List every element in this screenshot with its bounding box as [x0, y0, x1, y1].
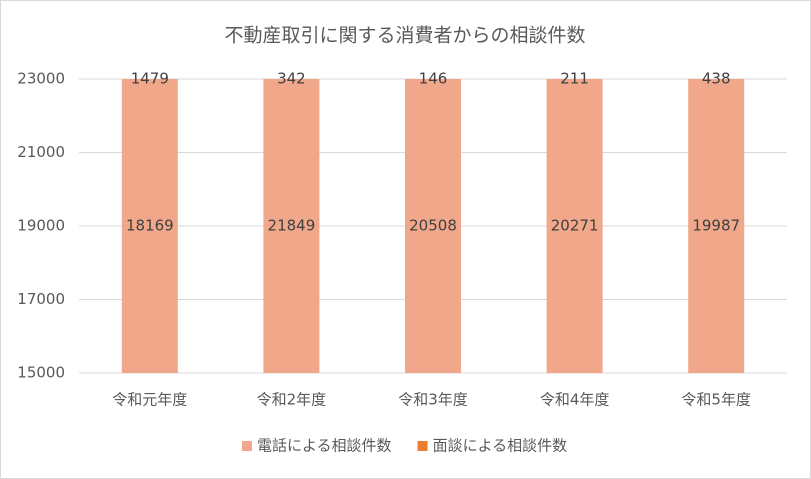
y-tick-label: 21000 [17, 143, 65, 161]
bar-segment [546, 79, 603, 373]
data-label: 1479 [131, 70, 169, 88]
data-label: 438 [702, 70, 731, 88]
y-tick-label: 19000 [17, 217, 65, 235]
data-label: 18169 [126, 217, 174, 235]
bar-segment [263, 79, 320, 373]
y-tick-label: 23000 [17, 70, 65, 88]
y-tick-label: 15000 [17, 364, 65, 382]
bar-segment [405, 79, 461, 373]
legend-label: 電話による相談件数 [257, 437, 392, 455]
data-label: 21849 [268, 217, 316, 235]
legend-label: 面談による相談件数 [433, 437, 568, 455]
data-label: 342 [277, 70, 306, 88]
data-label: 19987 [692, 217, 740, 235]
data-label: 20271 [551, 217, 599, 235]
data-label: 20508 [409, 217, 457, 235]
x-tick-label: 令和元年度 [112, 391, 187, 409]
x-tick-label: 令和2年度 [257, 391, 327, 409]
y-tick-label: 17000 [17, 290, 65, 308]
bar-segment [121, 79, 178, 373]
x-tick-label: 令和4年度 [540, 391, 610, 409]
legend-swatch [242, 441, 252, 451]
x-tick-label: 令和3年度 [398, 391, 468, 409]
x-tick-label: 令和5年度 [681, 391, 751, 409]
bar-segment [688, 79, 745, 373]
chart-title: 不動産取引に関する消費者からの相談件数 [224, 25, 585, 47]
data-label: 211 [560, 70, 589, 88]
data-label: 146 [419, 70, 448, 88]
legend-swatch [417, 441, 428, 451]
